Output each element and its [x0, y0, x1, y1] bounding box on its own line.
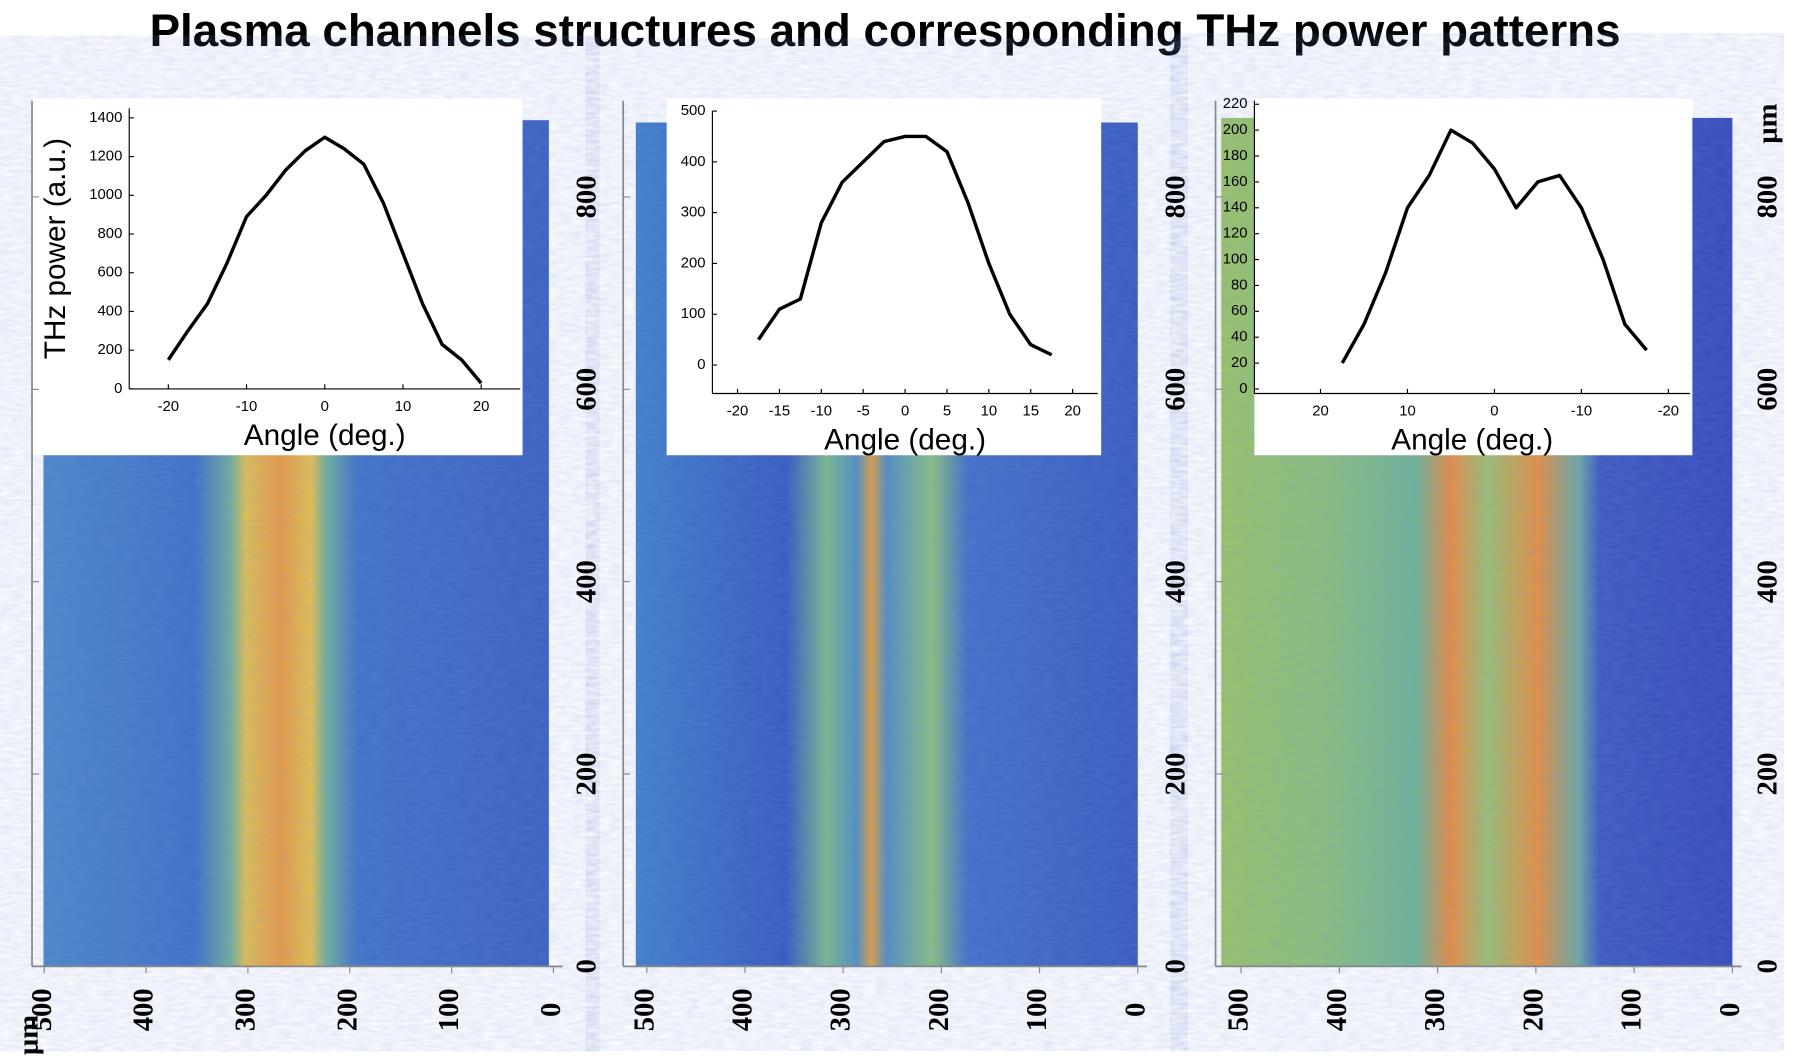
x-tick-label: 10 [981, 404, 998, 420]
y-tick-label: 20 [1231, 355, 1248, 371]
y-tick-label: 400 [681, 154, 706, 170]
y-tick-label: 0 [571, 959, 602, 973]
x-tick-label: -20 [158, 399, 179, 415]
x-tick-label: 20 [1312, 404, 1329, 420]
y-tick-label: 300 [681, 205, 706, 221]
y-tick-label: 160 [1223, 174, 1248, 190]
y-tick-label: 40 [1231, 329, 1248, 345]
x-tick-label: 0 [1490, 404, 1498, 420]
x-tick-label: 100 [1022, 988, 1053, 1031]
x-tick-label: 0 [321, 399, 329, 415]
y-tick-label: 0 [697, 357, 705, 373]
x-tick-label: 5 [943, 404, 951, 420]
y-tick-label: 800 [571, 176, 602, 219]
x-tick-label: 500 [1224, 988, 1255, 1031]
x-tick-label: 200 [332, 988, 363, 1031]
x-tick-label: 400 [1322, 988, 1353, 1031]
x-tick-label: 400 [129, 988, 160, 1031]
y-tick-label: 600 [1753, 368, 1784, 411]
x-tick-label: -10 [236, 399, 257, 415]
x-tick-label: -20 [727, 404, 748, 420]
x-tick-label: 300 [826, 988, 857, 1031]
x-axis-label: Angle (deg.) [1391, 423, 1553, 456]
y-tick-label: 60 [1231, 303, 1248, 319]
y-tick-label: 800 [1160, 176, 1191, 219]
x-tick-label: 0 [1120, 1003, 1151, 1017]
x-unit: μm [13, 1015, 44, 1055]
y-tick-label: 120 [1223, 226, 1248, 242]
x-tick-label: 10 [395, 399, 412, 415]
x-tick-label: 15 [1022, 404, 1039, 420]
x-tick-label: 500 [27, 988, 58, 1031]
y-tick-label: 600 [98, 265, 123, 281]
x-tick-label: -10 [811, 404, 832, 420]
title: Plasma channels structures and correspon… [150, 5, 1621, 56]
x-axis-label: Angle (deg.) [824, 423, 986, 456]
x-tick-label: -5 [857, 404, 870, 420]
y-tick-label: 600 [571, 368, 602, 411]
x-tick-label: 100 [434, 988, 465, 1031]
y-tick-label: 220 [1223, 96, 1248, 112]
y-tick-label: 140 [1223, 200, 1248, 216]
x-tick-label: 0 [536, 1003, 567, 1017]
x-tick-label: 0 [1715, 1003, 1746, 1017]
y-tick-label: 1200 [89, 149, 122, 165]
y-tick-label: 800 [98, 226, 123, 242]
y-tick-label: 500 [681, 103, 706, 119]
x-tick-label: 400 [728, 988, 759, 1031]
y-tick-label: 200 [1753, 753, 1784, 796]
y-tick-label: 1000 [89, 187, 122, 203]
x-tick-label: 20 [473, 399, 490, 415]
y-tick-label: 80 [1231, 277, 1248, 293]
y-unit: μm [1753, 103, 1784, 143]
y-tick-label: 0 [114, 381, 122, 397]
x-axis-label: Angle (deg.) [244, 419, 406, 452]
y-axis-label: THz power (a.u.) [39, 138, 72, 359]
y-tick-label: 200 [1160, 753, 1191, 796]
x-tick-label: -20 [1658, 404, 1679, 420]
x-tick-label: 0 [901, 404, 909, 420]
y-tick-label: 0 [1160, 959, 1191, 973]
x-tick-label: -15 [769, 404, 790, 420]
y-tick-label: 400 [98, 303, 123, 319]
y-tick-label: 180 [1223, 148, 1248, 164]
y-tick-label: 400 [571, 560, 602, 603]
y-tick-label: 100 [1223, 251, 1248, 267]
y-tick-label: 100 [681, 306, 706, 322]
y-tick-label: 0 [1239, 381, 1247, 397]
y-tick-label: 200 [98, 342, 123, 358]
x-tick-label: 500 [629, 988, 660, 1031]
x-tick-label: 300 [1420, 988, 1451, 1031]
y-tick-label: 1400 [89, 110, 122, 126]
inset-bg [666, 98, 1102, 456]
y-tick-label: 200 [571, 753, 602, 796]
x-tick-label: 20 [1064, 404, 1081, 420]
y-tick-label: 600 [1160, 368, 1191, 411]
x-tick-label: 300 [230, 988, 261, 1031]
x-tick-label: 200 [1518, 988, 1549, 1031]
line-series [757, 134, 1053, 357]
x-tick-label: 200 [924, 988, 955, 1031]
y-tick-label: 0 [1753, 959, 1784, 973]
y-tick-label: 200 [1223, 122, 1248, 138]
inset-bg [32, 98, 523, 456]
y-tick-label: 400 [1753, 560, 1784, 603]
line-series [166, 135, 483, 385]
x-tick-label: -10 [1571, 404, 1592, 420]
line-series [1340, 128, 1648, 364]
x-tick-label: 100 [1617, 988, 1648, 1031]
y-tick-label: 800 [1753, 176, 1784, 219]
inset-bg [1254, 98, 1693, 456]
x-tick-label: 10 [1399, 404, 1416, 420]
y-tick-label: 400 [1160, 560, 1191, 603]
y-tick-label: 200 [681, 255, 706, 271]
